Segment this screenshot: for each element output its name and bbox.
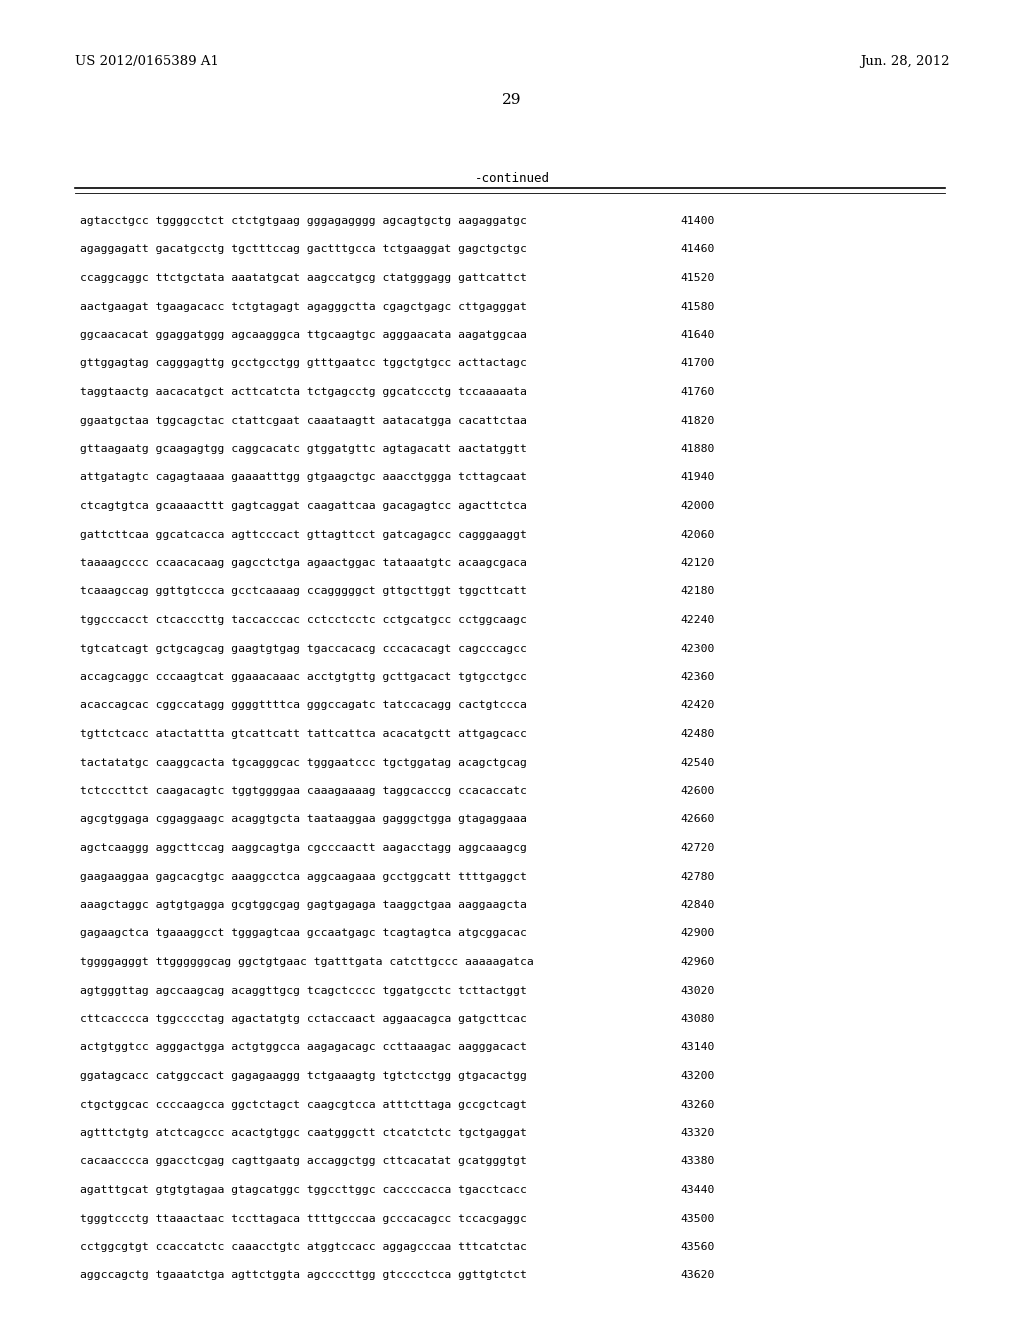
Text: tggcccacct ctcacccttg taccacccac cctcctcctc cctgcatgcc cctggcaagc: tggcccacct ctcacccttg taccacccac cctcctc… xyxy=(80,615,527,624)
Text: 43020: 43020 xyxy=(680,986,715,995)
Text: 42540: 42540 xyxy=(680,758,715,767)
Text: 41820: 41820 xyxy=(680,416,715,425)
Text: 42720: 42720 xyxy=(680,843,715,853)
Text: acaccagcac cggccatagg ggggttttca gggccagatc tatccacagg cactgtccca: acaccagcac cggccatagg ggggttttca gggccag… xyxy=(80,701,527,710)
Text: 43620: 43620 xyxy=(680,1270,715,1280)
Text: agatttgcat gtgtgtagaa gtagcatggc tggccttggc caccccacca tgacctcacc: agatttgcat gtgtgtagaa gtagcatggc tggcctt… xyxy=(80,1185,527,1195)
Text: 42300: 42300 xyxy=(680,644,715,653)
Text: tactatatgc caaggcacta tgcagggcac tgggaatccc tgctggatag acagctgcag: tactatatgc caaggcacta tgcagggcac tgggaat… xyxy=(80,758,527,767)
Text: tgtcatcagt gctgcagcag gaagtgtgag tgaccacacg cccacacagt cagcccagcc: tgtcatcagt gctgcagcag gaagtgtgag tgaccac… xyxy=(80,644,527,653)
Text: 42600: 42600 xyxy=(680,785,715,796)
Text: 43080: 43080 xyxy=(680,1014,715,1024)
Text: gagaagctca tgaaaggcct tgggagtcaa gccaatgagc tcagtagtca atgcggacac: gagaagctca tgaaaggcct tgggagtcaa gccaatg… xyxy=(80,928,527,939)
Text: agaggagatt gacatgcctg tgctttccag gactttgcca tctgaaggat gagctgctgc: agaggagatt gacatgcctg tgctttccag gactttg… xyxy=(80,244,527,255)
Text: gattcttcaa ggcatcacca agttcccact gttagttcct gatcagagcc cagggaaggt: gattcttcaa ggcatcacca agttcccact gttagtt… xyxy=(80,529,527,540)
Text: 43560: 43560 xyxy=(680,1242,715,1251)
Text: 42420: 42420 xyxy=(680,701,715,710)
Text: actgtggtcc agggactgga actgtggcca aagagacagc ccttaaagac aagggacact: actgtggtcc agggactgga actgtggcca aagagac… xyxy=(80,1043,527,1052)
Text: ccaggcaggc ttctgctata aaatatgcat aagccatgcg ctatgggagg gattcattct: ccaggcaggc ttctgctata aaatatgcat aagccat… xyxy=(80,273,527,282)
Text: ggaatgctaa tggcagctac ctattcgaat caaataagtt aatacatgga cacattctaa: ggaatgctaa tggcagctac ctattcgaat caaataa… xyxy=(80,416,527,425)
Text: 41460: 41460 xyxy=(680,244,715,255)
Text: Jun. 28, 2012: Jun. 28, 2012 xyxy=(860,55,950,69)
Text: taggtaactg aacacatgct acttcatcta tctgagcctg ggcatccctg tccaaaaata: taggtaactg aacacatgct acttcatcta tctgagc… xyxy=(80,387,527,397)
Text: ggatagcacc catggccact gagagaaggg tctgaaagtg tgtctcctgg gtgacactgg: ggatagcacc catggccact gagagaaggg tctgaaa… xyxy=(80,1071,527,1081)
Text: tctcccttct caagacagtc tggtggggaa caaagaaaag taggcacccg ccacaccatc: tctcccttct caagacagtc tggtggggaa caaagaa… xyxy=(80,785,527,796)
Text: agctcaaggg aggcttccag aaggcagtga cgcccaactt aagacctagg aggcaaagcg: agctcaaggg aggcttccag aaggcagtga cgcccaa… xyxy=(80,843,527,853)
Text: 42480: 42480 xyxy=(680,729,715,739)
Text: 43200: 43200 xyxy=(680,1071,715,1081)
Text: agcgtggaga cggaggaagc acaggtgcta taataaggaa gagggctgga gtagaggaaa: agcgtggaga cggaggaagc acaggtgcta taataag… xyxy=(80,814,527,825)
Text: 43440: 43440 xyxy=(680,1185,715,1195)
Text: gttggagtag cagggagttg gcctgcctgg gtttgaatcc tggctgtgcc acttactagc: gttggagtag cagggagttg gcctgcctgg gtttgaa… xyxy=(80,359,527,368)
Text: -continued: -continued xyxy=(474,172,550,185)
Text: US 2012/0165389 A1: US 2012/0165389 A1 xyxy=(75,55,219,69)
Text: agtacctgcc tggggcctct ctctgtgaag gggagagggg agcagtgctg aagaggatgc: agtacctgcc tggggcctct ctctgtgaag gggagag… xyxy=(80,216,527,226)
Text: 43260: 43260 xyxy=(680,1100,715,1110)
Text: 41700: 41700 xyxy=(680,359,715,368)
Text: ctcagtgtca gcaaaacttt gagtcaggat caagattcaa gacagagtcc agacttctca: ctcagtgtca gcaaaacttt gagtcaggat caagatt… xyxy=(80,502,527,511)
Text: accagcaggc cccaagtcat ggaaacaaac acctgtgttg gcttgacact tgtgcctgcc: accagcaggc cccaagtcat ggaaacaaac acctgtg… xyxy=(80,672,527,682)
Text: 43140: 43140 xyxy=(680,1043,715,1052)
Text: tggggagggt ttggggggcag ggctgtgaac tgatttgata catcttgccc aaaaagatca: tggggagggt ttggggggcag ggctgtgaac tgattt… xyxy=(80,957,534,968)
Text: tgttctcacc atactattta gtcattcatt tattcattca acacatgctt attgagcacc: tgttctcacc atactattta gtcattcatt tattcat… xyxy=(80,729,527,739)
Text: ctgctggcac ccccaagcca ggctctagct caagcgtcca atttcttaga gccgctcagt: ctgctggcac ccccaagcca ggctctagct caagcgt… xyxy=(80,1100,527,1110)
Text: 41580: 41580 xyxy=(680,301,715,312)
Text: aactgaagat tgaagacacc tctgtagagt agagggctta cgagctgagc cttgagggat: aactgaagat tgaagacacc tctgtagagt agagggc… xyxy=(80,301,527,312)
Text: cctggcgtgt ccaccatctc caaacctgtc atggtccacc aggagcccaa tttcatctac: cctggcgtgt ccaccatctc caaacctgtc atggtcc… xyxy=(80,1242,527,1251)
Text: attgatagtc cagagtaaaa gaaaatttgg gtgaagctgc aaacctggga tcttagcaat: attgatagtc cagagtaaaa gaaaatttgg gtgaagc… xyxy=(80,473,527,483)
Text: 42060: 42060 xyxy=(680,529,715,540)
Text: 42840: 42840 xyxy=(680,900,715,909)
Text: 43500: 43500 xyxy=(680,1213,715,1224)
Text: 41640: 41640 xyxy=(680,330,715,341)
Text: aaagctaggc agtgtgagga gcgtggcgag gagtgagaga taaggctgaa aaggaagcta: aaagctaggc agtgtgagga gcgtggcgag gagtgag… xyxy=(80,900,527,909)
Text: 42180: 42180 xyxy=(680,586,715,597)
Text: 41940: 41940 xyxy=(680,473,715,483)
Text: 41760: 41760 xyxy=(680,387,715,397)
Text: 42780: 42780 xyxy=(680,871,715,882)
Text: 41880: 41880 xyxy=(680,444,715,454)
Text: 41400: 41400 xyxy=(680,216,715,226)
Text: 42660: 42660 xyxy=(680,814,715,825)
Text: 42000: 42000 xyxy=(680,502,715,511)
Text: cttcacccca tggcccctag agactatgtg cctaccaact aggaacagca gatgcttcac: cttcacccca tggcccctag agactatgtg cctacca… xyxy=(80,1014,527,1024)
Text: taaaagcccc ccaacacaag gagcctctga agaactggac tataaatgtc acaagcgaca: taaaagcccc ccaacacaag gagcctctga agaactg… xyxy=(80,558,527,568)
Text: 42120: 42120 xyxy=(680,558,715,568)
Text: aggccagctg tgaaatctga agttctggta agccccttgg gtcccctcca ggttgtctct: aggccagctg tgaaatctga agttctggta agcccct… xyxy=(80,1270,527,1280)
Text: 41520: 41520 xyxy=(680,273,715,282)
Text: tgggtccctg ttaaactaac tccttagaca ttttgcccaa gcccacagcc tccacgaggc: tgggtccctg ttaaactaac tccttagaca ttttgcc… xyxy=(80,1213,527,1224)
Text: 42900: 42900 xyxy=(680,928,715,939)
Text: tcaaagccag ggttgtccca gcctcaaaag ccagggggct gttgcttggt tggcttcatt: tcaaagccag ggttgtccca gcctcaaaag ccagggg… xyxy=(80,586,527,597)
Text: agtttctgtg atctcagccc acactgtggc caatgggctt ctcatctctc tgctgaggat: agtttctgtg atctcagccc acactgtggc caatggg… xyxy=(80,1129,527,1138)
Text: gaagaaggaa gagcacgtgc aaaggcctca aggcaagaaa gcctggcatt ttttgaggct: gaagaaggaa gagcacgtgc aaaggcctca aggcaag… xyxy=(80,871,527,882)
Text: ggcaacacat ggaggatggg agcaagggca ttgcaagtgc agggaacata aagatggcaa: ggcaacacat ggaggatggg agcaagggca ttgcaag… xyxy=(80,330,527,341)
Text: gttaagaatg gcaagagtgg caggcacatc gtggatgttc agtagacatt aactatggtt: gttaagaatg gcaagagtgg caggcacatc gtggatg… xyxy=(80,444,527,454)
Text: 43320: 43320 xyxy=(680,1129,715,1138)
Text: agtgggttag agccaagcag acaggttgcg tcagctcccc tggatgcctc tcttactggt: agtgggttag agccaagcag acaggttgcg tcagctc… xyxy=(80,986,527,995)
Text: 42360: 42360 xyxy=(680,672,715,682)
Text: cacaacccca ggacctcgag cagttgaatg accaggctgg cttcacatat gcatgggtgt: cacaacccca ggacctcgag cagttgaatg accaggc… xyxy=(80,1156,527,1167)
Text: 29: 29 xyxy=(502,92,522,107)
Text: 42240: 42240 xyxy=(680,615,715,624)
Text: 43380: 43380 xyxy=(680,1156,715,1167)
Text: 42960: 42960 xyxy=(680,957,715,968)
